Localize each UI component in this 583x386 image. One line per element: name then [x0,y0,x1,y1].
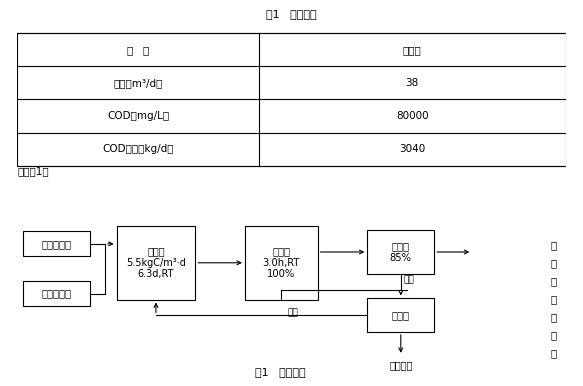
Bar [23,232,90,256]
Text: 区: 区 [551,348,557,358]
Text: COD负荷（kg/d）: COD负荷（kg/d） [102,144,174,154]
Bar [367,298,434,332]
Text: 图1   处理流程: 图1 处理流程 [255,367,305,378]
Text: 一沉池
3.0h,RT
100%: 一沉池 3.0h,RT 100% [262,246,300,279]
Text: 入: 入 [551,259,557,268]
Text: 脱水机房: 脱水机房 [389,360,413,370]
Text: 表1   废水水质: 表1 废水水质 [266,9,317,19]
Text: 污泥: 污泥 [287,308,298,317]
Text: 污泥: 污泥 [403,275,415,284]
Bar [367,230,434,274]
Text: 程见图1。: 程见图1。 [17,166,49,176]
Text: 二: 二 [551,276,557,286]
Bar [23,281,90,306]
Text: 水量（m³/d）: 水量（m³/d） [113,78,163,88]
Text: 项   目: 项 目 [127,45,149,55]
Text: 污泥池: 污泥池 [392,310,410,320]
Bar [117,226,195,300]
Text: 高浓度废水: 高浓度废水 [42,239,72,249]
Text: 二沉池
85%: 二沉池 85% [390,241,412,263]
Text: 次: 次 [551,294,557,304]
Text: 正常值: 正常值 [403,45,422,55]
Text: 处: 处 [551,312,557,322]
Text: 理: 理 [551,330,557,340]
Text: 低浓度废水: 低浓度废水 [42,289,72,299]
Text: 38: 38 [405,78,419,88]
Text: 80000: 80000 [396,111,429,121]
Bar [245,226,318,300]
Text: 3040: 3040 [399,144,425,154]
Text: 曝气池
5.5kgC/m³·d
6.3d,RT: 曝气池 5.5kgC/m³·d 6.3d,RT [126,246,186,279]
Text: COD（mg/L）: COD（mg/L） [107,111,169,121]
Text: 进: 进 [551,240,557,251]
